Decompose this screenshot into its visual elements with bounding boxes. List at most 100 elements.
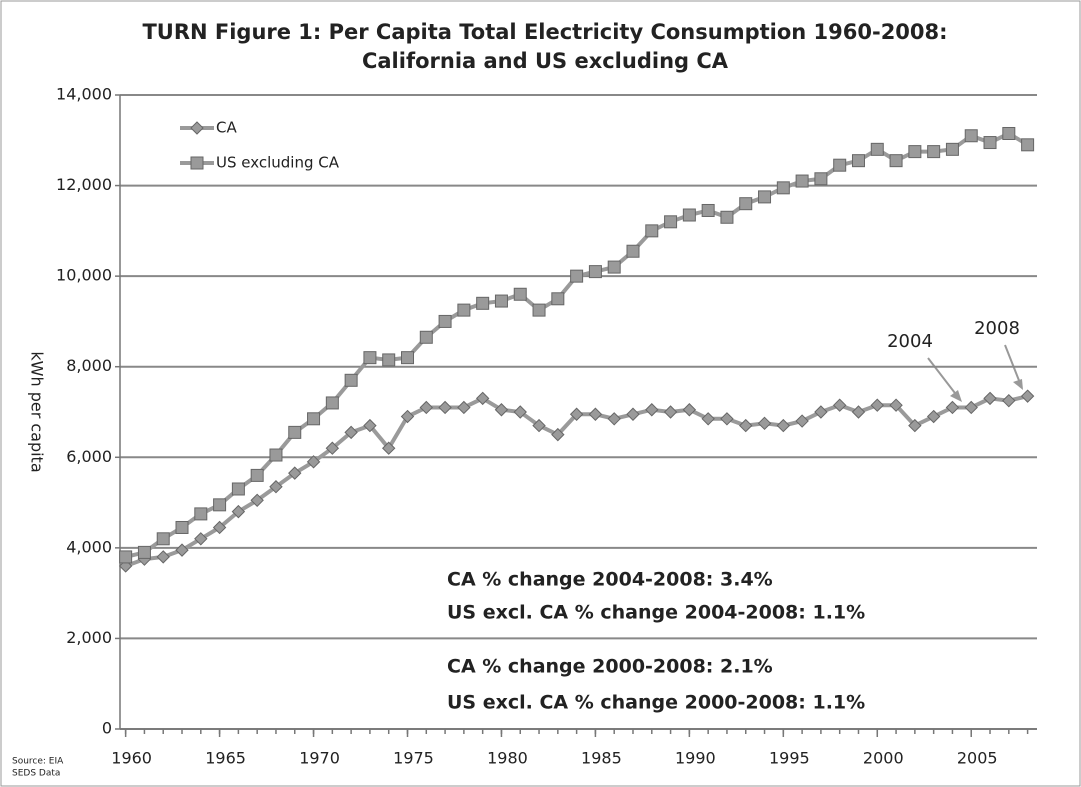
marker bbox=[269, 448, 283, 462]
marker bbox=[231, 482, 245, 496]
annotation: CA % change 2004-2008: 3.4% bbox=[447, 569, 773, 591]
legend-label: CA bbox=[216, 119, 237, 137]
marker bbox=[645, 224, 659, 238]
marker bbox=[739, 197, 753, 211]
marker bbox=[231, 504, 246, 519]
x-tick-label: 1960 bbox=[111, 749, 152, 768]
arrow-head bbox=[1013, 379, 1023, 390]
marker bbox=[758, 190, 772, 204]
arrow bbox=[927, 357, 959, 398]
marker bbox=[945, 400, 960, 415]
marker bbox=[626, 244, 640, 258]
marker bbox=[889, 398, 903, 412]
marker bbox=[870, 398, 884, 412]
marker bbox=[795, 174, 809, 188]
marker bbox=[250, 493, 264, 508]
x-tick-label: 1965 bbox=[205, 749, 246, 768]
marker bbox=[682, 403, 697, 417]
marker bbox=[851, 154, 865, 168]
annotation: US excl. CA % change 2004-2008: 1.1% bbox=[447, 602, 865, 624]
marker bbox=[363, 351, 377, 365]
marker bbox=[119, 550, 133, 564]
marker bbox=[400, 409, 415, 424]
marker bbox=[513, 405, 527, 419]
marker bbox=[570, 269, 584, 283]
marker bbox=[190, 121, 204, 135]
marker bbox=[137, 545, 151, 559]
marker bbox=[701, 203, 715, 217]
marker bbox=[532, 303, 546, 317]
y-tick-label: 14,000 bbox=[56, 85, 112, 104]
x-tick-label: 1970 bbox=[299, 749, 340, 768]
marker bbox=[513, 287, 527, 301]
marker bbox=[607, 260, 621, 274]
marker bbox=[588, 407, 603, 421]
marker bbox=[344, 425, 358, 440]
marker bbox=[438, 314, 452, 328]
marker bbox=[419, 400, 434, 415]
marker bbox=[156, 532, 170, 546]
marker bbox=[927, 145, 941, 159]
marker bbox=[720, 412, 734, 426]
marker bbox=[926, 409, 941, 424]
marker bbox=[156, 550, 170, 564]
marker bbox=[645, 403, 659, 417]
series-markers bbox=[119, 126, 1035, 564]
marker bbox=[457, 303, 471, 317]
source: Source: EIA bbox=[12, 757, 64, 767]
marker bbox=[945, 142, 959, 156]
y-tick-label: 12,000 bbox=[56, 175, 112, 194]
y-axis-label: kWh per capita bbox=[28, 351, 47, 472]
x-tick-label: 2005 bbox=[957, 749, 998, 768]
point-label: 2008 bbox=[974, 318, 1020, 339]
marker bbox=[494, 403, 509, 417]
marker bbox=[457, 400, 471, 415]
marker bbox=[757, 416, 772, 431]
marker bbox=[833, 158, 847, 172]
arrow bbox=[1004, 344, 1021, 384]
marker bbox=[1021, 138, 1035, 152]
marker bbox=[1020, 389, 1035, 403]
y-tick-label: 10,000 bbox=[56, 266, 112, 285]
marker bbox=[814, 172, 828, 186]
annotation: US excl. CA % change 2000-2008: 1.1% bbox=[447, 692, 865, 714]
y-tick-label: 8,000 bbox=[66, 356, 112, 375]
marker bbox=[908, 418, 922, 433]
marker bbox=[306, 455, 321, 469]
x-tick-label: 1975 bbox=[393, 749, 434, 768]
marker bbox=[475, 391, 490, 406]
marker bbox=[663, 405, 678, 419]
marker bbox=[964, 129, 978, 143]
marker bbox=[701, 412, 715, 426]
marker bbox=[194, 507, 208, 521]
marker bbox=[607, 412, 621, 426]
y-tick-label: 4,000 bbox=[66, 537, 112, 556]
chart-title: TURN Figure 1: Per Capita Total Electric… bbox=[142, 20, 947, 44]
marker bbox=[325, 396, 339, 410]
legend-label: US excluding CA bbox=[216, 154, 340, 172]
series-markers bbox=[118, 389, 1035, 573]
annotation: CA % change 2000-2008: 2.1% bbox=[447, 656, 773, 678]
marker bbox=[344, 373, 358, 387]
marker bbox=[175, 520, 189, 534]
marker bbox=[983, 136, 997, 150]
y-tick-label: 2,000 bbox=[66, 628, 112, 647]
x-tick-label: 1985 bbox=[581, 749, 622, 768]
marker bbox=[832, 398, 847, 412]
marker bbox=[664, 215, 678, 229]
marker bbox=[175, 543, 189, 557]
marker bbox=[382, 441, 396, 455]
marker bbox=[438, 400, 452, 415]
marker bbox=[776, 181, 790, 195]
source: SEDS Data bbox=[12, 769, 60, 779]
marker bbox=[569, 407, 584, 421]
marker bbox=[889, 154, 903, 168]
marker bbox=[288, 425, 302, 439]
arrow-head bbox=[950, 390, 962, 402]
marker bbox=[212, 520, 227, 535]
marker bbox=[494, 294, 508, 308]
x-tick-label: 1980 bbox=[487, 749, 528, 768]
y-tick-label: 0 bbox=[102, 719, 112, 738]
marker bbox=[190, 156, 204, 170]
